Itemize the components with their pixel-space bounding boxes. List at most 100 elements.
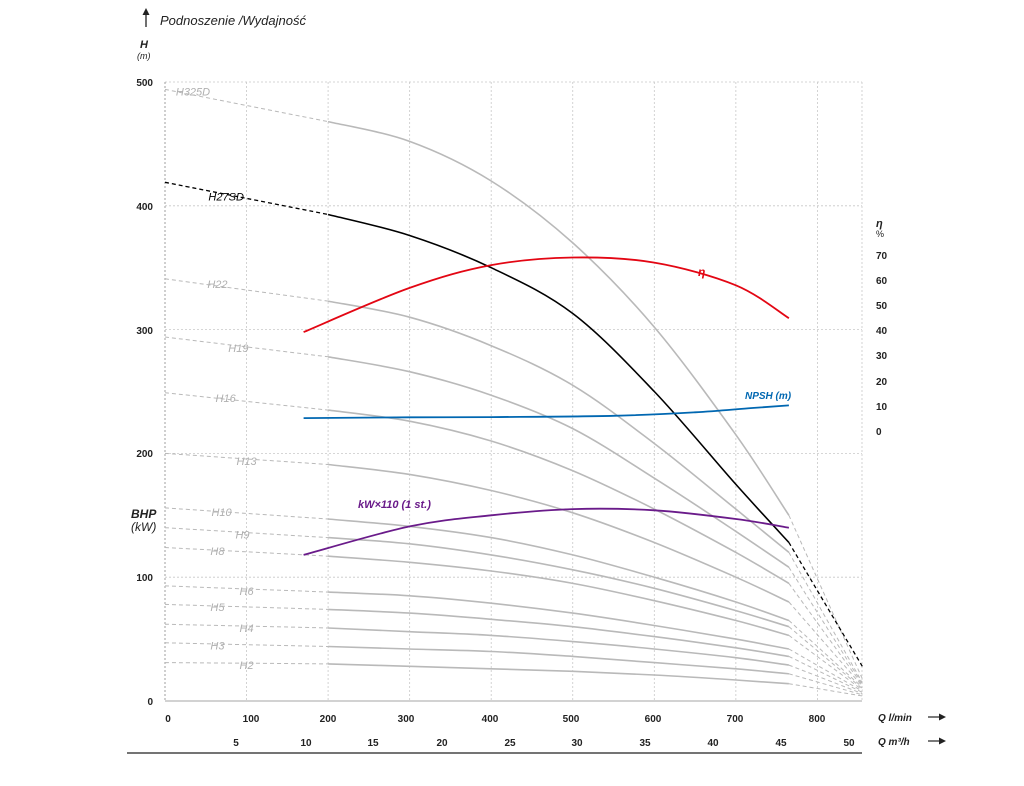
efficiency-curve (303, 256, 790, 333)
head-curve-tail-H2 (788, 683, 863, 697)
curve-label-H10: H10 (211, 507, 232, 519)
x-tick-label: 800 (809, 714, 826, 725)
x-tick-label: 600 (645, 714, 662, 725)
curve-label-H6: H6 (240, 586, 255, 598)
x-axis-label: Q l/min (878, 713, 912, 724)
head-curve-extension-H27SD (164, 181, 329, 216)
x-tick-label: 500 (563, 714, 580, 725)
head-curve-extension-H325D (164, 88, 329, 123)
efficiency-tick-label: 60 (876, 276, 888, 287)
x2-tick-label: 40 (707, 738, 719, 749)
x2-tick-label: 45 (775, 738, 787, 749)
head-curve-H16 (327, 409, 790, 585)
efficiency-tick-label: 0 (876, 427, 882, 438)
power-curve-label: kW×110 (1 st.) (358, 499, 431, 511)
curve-label-H9: H9 (235, 529, 249, 541)
efficiency-axis-unit: % (876, 229, 884, 239)
x-tick-label: 400 (482, 714, 499, 725)
efficiency-tick-label: 20 (876, 377, 888, 388)
head-curve-tail-H19 (788, 567, 863, 684)
head-curve-tail-H6 (788, 648, 863, 692)
head-curve-H325D (327, 120, 790, 516)
x2-tick-label: 15 (367, 738, 379, 749)
chart-title: Podnoszenie /Wydajność (160, 13, 306, 28)
head-curve-H6 (328, 591, 790, 650)
x2-tick-label: 50 (843, 738, 855, 749)
head-curve-tail-H325D (788, 515, 863, 679)
curve-label-H2: H2 (240, 660, 254, 672)
x-axis-ticks: 0 100 200 300 400 500 600 700 800 (165, 714, 826, 725)
head-curve-H2 (328, 663, 789, 685)
efficiency-tick-label: 50 (876, 301, 888, 312)
x-axis-arrow-icon (928, 713, 946, 721)
curve-label-H4: H4 (240, 623, 254, 635)
curve-label-H16: H16 (216, 393, 237, 405)
y-axis-unit: (m) (137, 51, 151, 61)
head-curve-tail-H5 (788, 655, 863, 693)
x-tick-label: 300 (398, 714, 415, 725)
x2-tick-label: 20 (436, 738, 448, 749)
curve-label-H325D: H325D (176, 86, 210, 98)
head-curve-H22 (327, 300, 790, 554)
efficiency-axis-ticks: 0 10 20 30 40 50 60 70 (876, 251, 888, 438)
npsh-curve (303, 404, 789, 419)
head-curve-H4 (328, 627, 790, 666)
x-axis-secondary-label: Q m³/h (878, 737, 910, 748)
y-axis-ticks: 0 100 200 300 400 500 (136, 78, 153, 708)
curve-label-H5: H5 (210, 602, 225, 614)
power-axis-symbol: BHP (131, 507, 157, 521)
y-tick-label: 400 (136, 202, 153, 213)
head-curve-H19 (327, 356, 790, 568)
head-curve-tail-H4 (788, 664, 863, 695)
head-curve-extension-H10 (164, 507, 329, 520)
head-curve-tail-H27SD (788, 542, 863, 667)
power-curve (303, 507, 790, 556)
x-axis-secondary-ticks: 5 10 15 20 25 30 35 40 45 50 (233, 738, 855, 749)
head-curve-H3 (328, 645, 789, 675)
head-curve-tail-H10 (788, 620, 863, 688)
head-curve-tail-H16 (788, 583, 863, 686)
x2-tick-label: 25 (504, 738, 516, 749)
y-axis-symbol: H (140, 39, 149, 51)
efficiency-tick-label: 10 (876, 402, 888, 413)
x-tick-label: 700 (727, 714, 744, 725)
x-axis-secondary-arrow-icon (928, 737, 946, 745)
power-axis-unit: (kW) (131, 520, 156, 534)
curve-label-H8: H8 (210, 546, 225, 558)
curve-label-H3: H3 (210, 640, 225, 652)
x2-tick-label: 30 (571, 738, 583, 749)
head-curve-H5 (328, 608, 790, 658)
head-curve-H13 (328, 463, 790, 603)
y-tick-label: 200 (136, 449, 153, 460)
npsh-curve-label: NPSH (m) (745, 391, 792, 402)
efficiency-tick-label: 30 (876, 351, 888, 362)
x-tick-label: 100 (243, 714, 260, 725)
head-curve-H27SD (327, 213, 790, 544)
curves (164, 88, 863, 697)
efficiency-tick-label: 40 (876, 326, 888, 337)
head-curve-tail-H13 (788, 601, 863, 687)
y-tick-label: 300 (136, 326, 153, 337)
title-arrow-icon (142, 8, 150, 27)
head-curve-H8 (328, 555, 790, 637)
x2-tick-label: 5 (233, 738, 239, 749)
efficiency-tick-label: 70 (876, 251, 888, 262)
efficiency-axis-symbol: η (876, 218, 883, 230)
efficiency-curve-label: η (698, 265, 705, 279)
head-curve-tail-H3 (788, 673, 863, 696)
curve-label-H13: H13 (236, 456, 257, 468)
x-tick-label: 200 (320, 714, 337, 725)
curve-label-H19: H19 (228, 343, 248, 355)
curve-label-H22: H22 (207, 279, 227, 291)
y-tick-label: 0 (147, 697, 153, 708)
x2-tick-label: 10 (300, 738, 312, 749)
head-curve-tail-H9 (788, 626, 863, 689)
y-tick-label: 500 (136, 78, 153, 89)
x-tick-label: 0 (165, 714, 171, 725)
head-curve-H9 (328, 536, 790, 628)
curve-label-H27SD: H27SD (208, 191, 244, 203)
x2-tick-label: 35 (639, 738, 651, 749)
y-tick-label: 100 (136, 573, 153, 584)
